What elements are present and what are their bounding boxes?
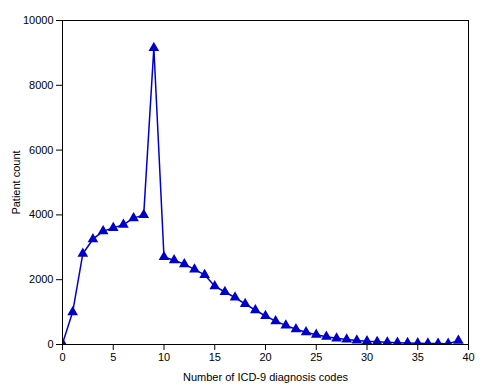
svg-text:0: 0 xyxy=(59,351,65,363)
svg-text:10000: 10000 xyxy=(23,14,54,26)
svg-text:Patient count: Patient count xyxy=(10,150,22,214)
svg-text:20: 20 xyxy=(259,351,271,363)
svg-text:25: 25 xyxy=(310,351,322,363)
svg-text:35: 35 xyxy=(412,351,424,363)
svg-text:8000: 8000 xyxy=(29,79,53,91)
svg-text:4000: 4000 xyxy=(29,208,53,220)
svg-text:2000: 2000 xyxy=(29,273,53,285)
svg-text:15: 15 xyxy=(209,351,221,363)
svg-text:0: 0 xyxy=(47,338,53,350)
svg-text:Number of ICD-9 diagnosis code: Number of ICD-9 diagnosis codes xyxy=(183,371,349,383)
svg-text:40: 40 xyxy=(462,351,474,363)
svg-text:30: 30 xyxy=(361,351,373,363)
svg-text:5: 5 xyxy=(110,351,116,363)
svg-text:6000: 6000 xyxy=(29,144,53,156)
svg-text:10: 10 xyxy=(158,351,170,363)
